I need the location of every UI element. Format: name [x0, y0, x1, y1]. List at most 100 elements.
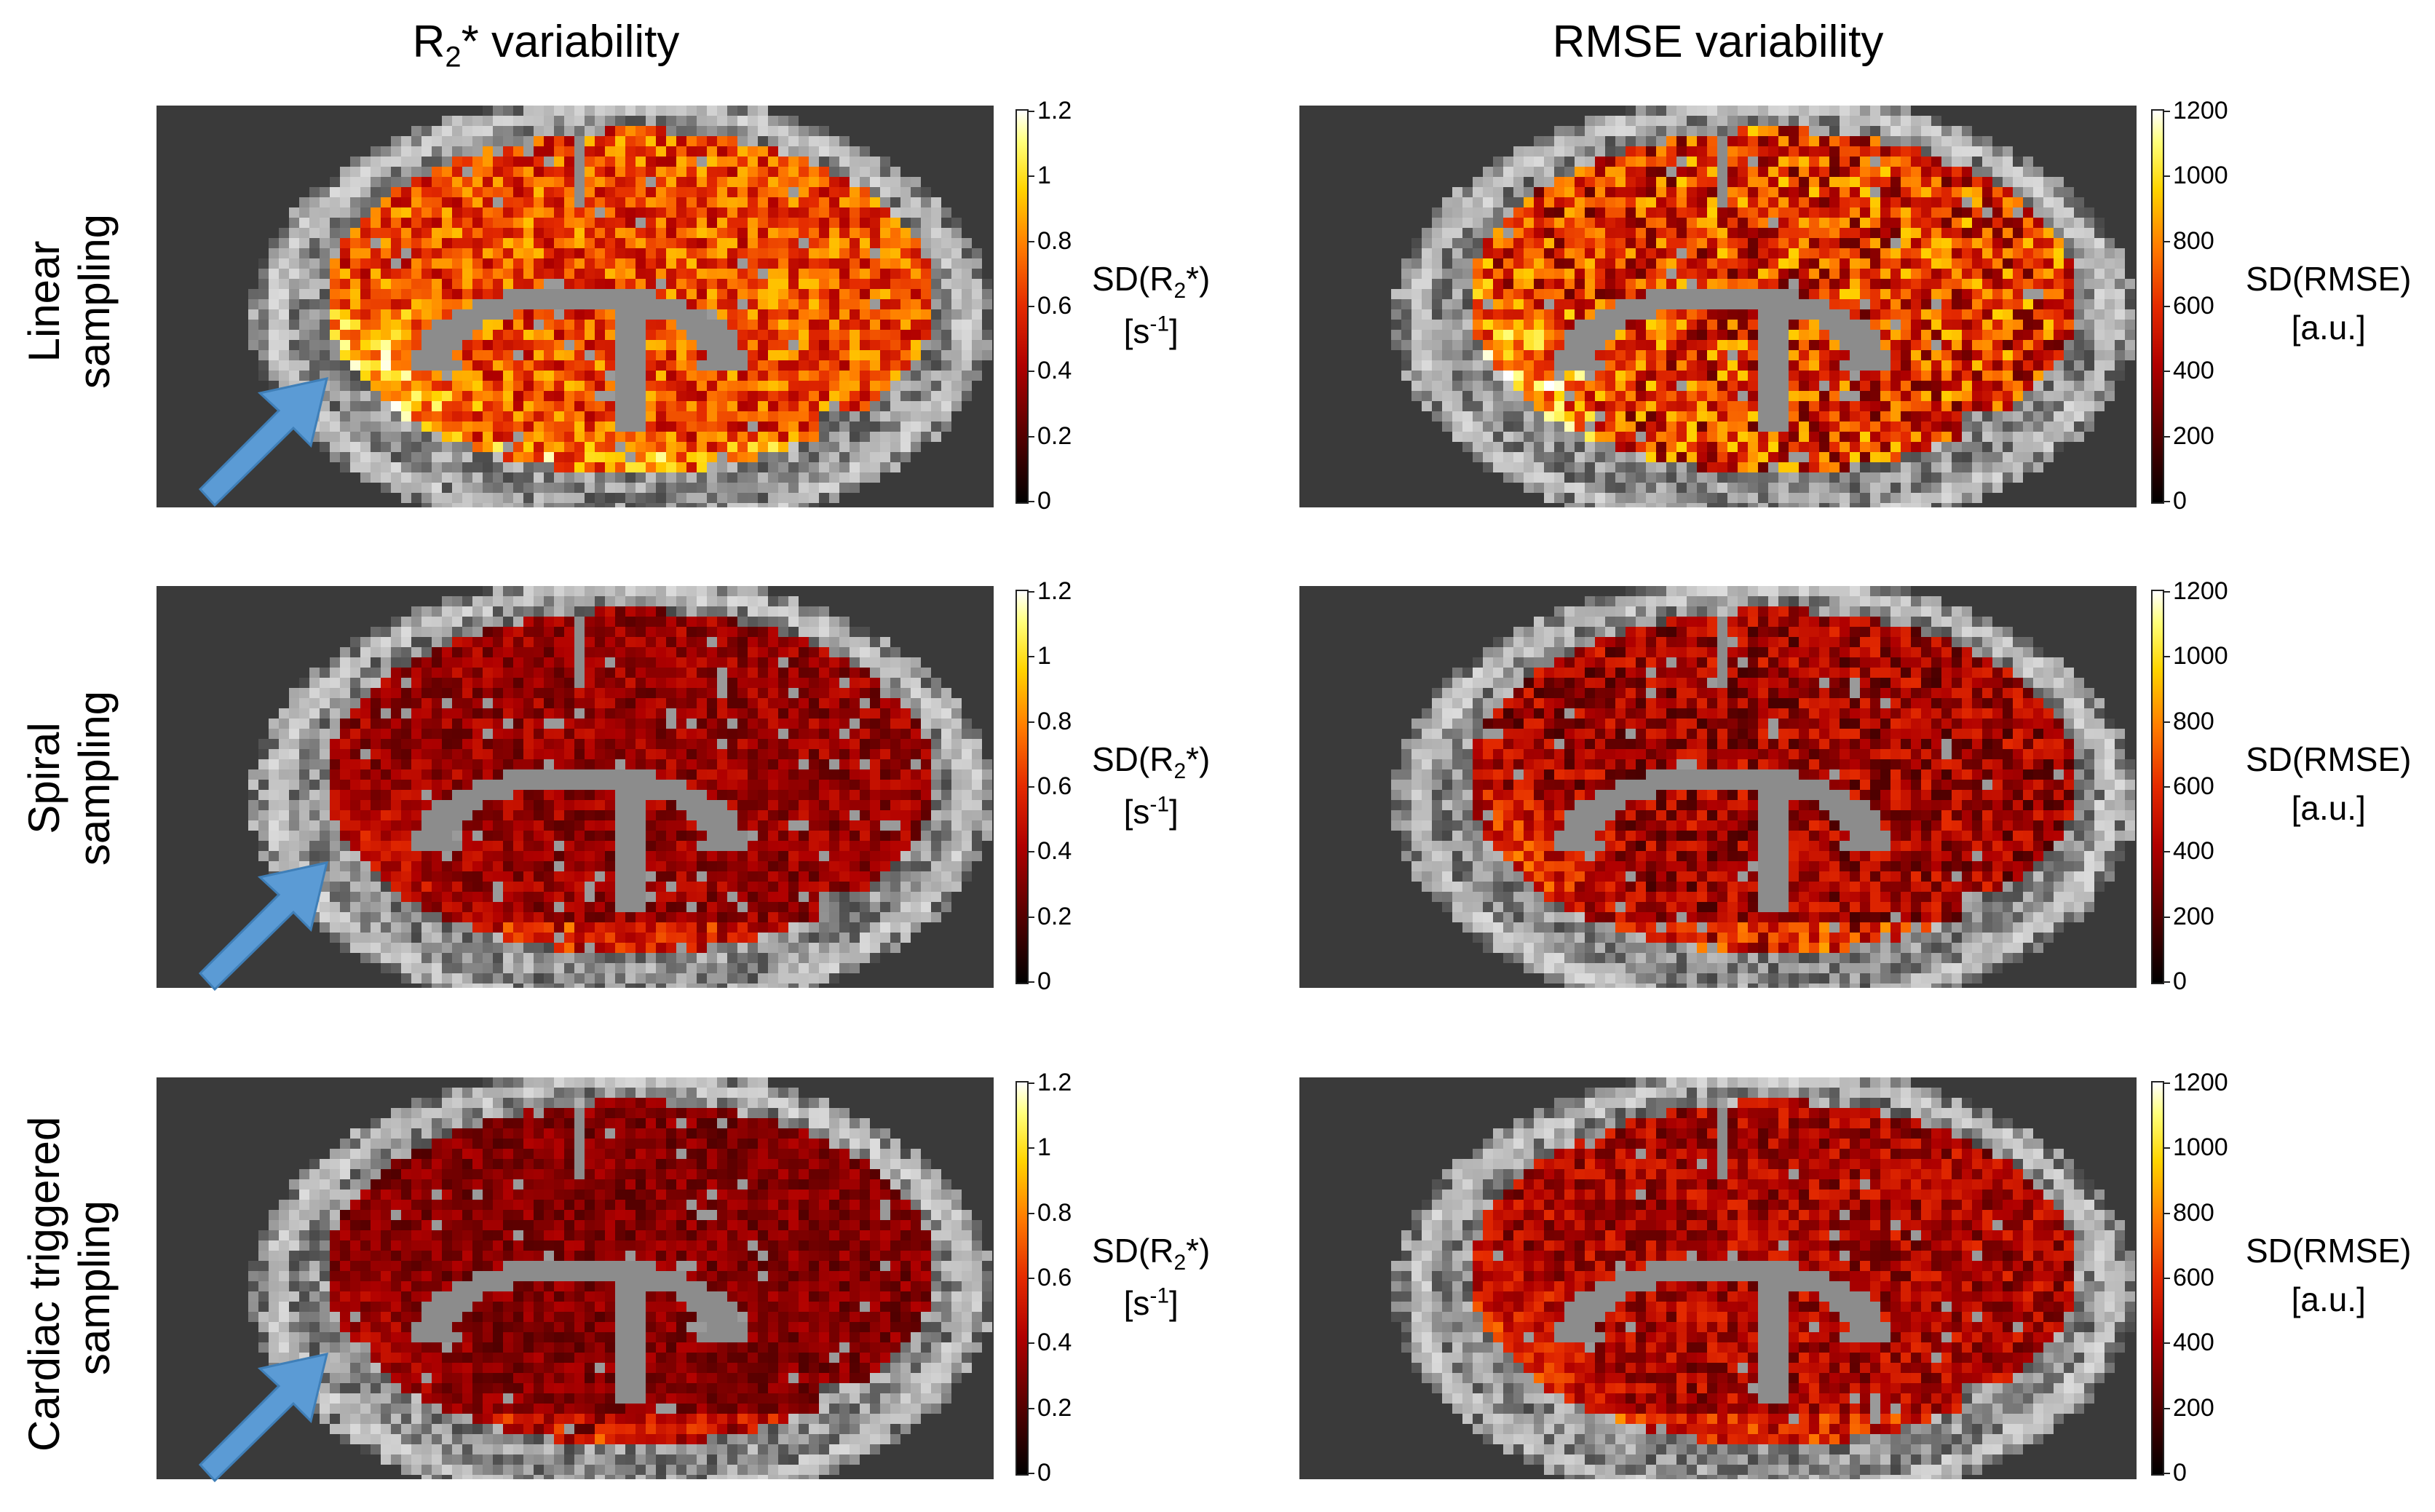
colorbar-tickmark [1029, 981, 1034, 983]
colorbar-tick-label: 0.4 [1037, 357, 1072, 385]
colorbar-tick-label: 800 [2173, 1198, 2214, 1227]
colorbar-tick-label: 200 [2173, 421, 2214, 450]
colorbar-tickmark [1029, 1407, 1034, 1409]
panel-linear-rmse [1299, 106, 2137, 507]
colorbar-tick-label: 0.6 [1037, 1264, 1072, 1291]
rmse-column-title: RMSE variability [1552, 17, 1884, 67]
colorbar-tick-label: 0 [2173, 1459, 2187, 1487]
colorbar-tickmark [2164, 1212, 2170, 1214]
colorbar-tickmark [2164, 306, 2170, 307]
colorbar-tickmark [2164, 175, 2170, 178]
colorbar-tickmark [1029, 501, 1034, 502]
colorbar-tick-label: 0.4 [1037, 837, 1072, 866]
colorbar-tick-label: 0 [1037, 487, 1051, 515]
row-label-linear: Linear sampling [20, 213, 119, 389]
colorbar-tickmark [1029, 1278, 1034, 1279]
colorbar-tick-label: 0.8 [1037, 707, 1072, 735]
colorbar-tickmark [2164, 1407, 2170, 1409]
colorbar-tick-label: 0.8 [1037, 1198, 1072, 1227]
colorbar-tick-label: 1000 [2173, 162, 2228, 190]
colorbar-tickmark [1029, 1342, 1034, 1345]
arrow-icon [198, 861, 329, 991]
r2-colorbar [1015, 109, 1029, 504]
colorbar-tickmark [2164, 240, 2170, 242]
colorbar-tickmark [2164, 1147, 2170, 1149]
colorbar-tick-label: 1.2 [1037, 97, 1072, 124]
arrow-icon [198, 377, 329, 507]
rmse-colorbar [2151, 109, 2164, 504]
colorbar-tickmark [1029, 1212, 1034, 1214]
colorbar-tickmark [1029, 435, 1034, 438]
colorbar-tick-label: 0 [2173, 487, 2187, 515]
rmse-colorbar-label: SD(RMSE) [a.u.] [2246, 1232, 2412, 1318]
rmse-colorbar-label: SD(RMSE) [a.u.] [2246, 260, 2412, 347]
colorbar-tickmark [2164, 435, 2170, 438]
colorbar-tickmark [2164, 501, 2170, 502]
colorbar-tick-label: 1200 [2173, 97, 2228, 124]
colorbar-tickmark [2164, 1278, 2170, 1279]
colorbar-tick-label: 400 [2173, 837, 2214, 866]
colorbar-tick-label: 0 [2173, 967, 2187, 995]
colorbar-tickmark [2164, 111, 2170, 112]
colorbar-tick-label: 800 [2173, 226, 2214, 255]
r2-column-title: R2* variability [412, 17, 680, 74]
r2-colorbar-label: SD(R2*) [s-1] [1092, 260, 1211, 350]
colorbar-tickmark [2164, 851, 2170, 853]
row-label-cardiac: Cardiac triggered sampling [20, 1116, 119, 1452]
r2-colorbar [1015, 590, 1029, 984]
colorbar-tickmark [2164, 981, 2170, 983]
colorbar-tick-label: 600 [2173, 292, 2214, 320]
colorbar-tickmark [1029, 591, 1034, 593]
colorbar-tick-label: 0.2 [1037, 902, 1072, 930]
panel-cardiac-rmse [1299, 1077, 2137, 1479]
colorbar-tick-label: 1.2 [1037, 577, 1072, 605]
colorbar-tickmark [2164, 786, 2170, 788]
colorbar-tickmark [2164, 591, 2170, 593]
colorbar-tick-label: 0.8 [1037, 226, 1072, 255]
colorbar-tick-label: 200 [2173, 902, 2214, 930]
colorbar-tick-label: 0.4 [1037, 1329, 1072, 1357]
colorbar-tick-label: 800 [2173, 707, 2214, 735]
panel-cardiac-r2 [157, 1077, 994, 1479]
colorbar-tick-label: 0.2 [1037, 1393, 1072, 1422]
panel-linear-r2 [157, 106, 994, 507]
colorbar-tick-label: 1.2 [1037, 1069, 1072, 1096]
colorbar-tickmark [2164, 656, 2170, 658]
colorbar-tickmark [1029, 111, 1034, 112]
panel-spiral-r2 [157, 586, 994, 988]
colorbar-tick-label: 1000 [2173, 1133, 2228, 1162]
colorbar-tickmark [2164, 1082, 2170, 1084]
panel-spiral-rmse [1299, 586, 2137, 988]
heatmap-image [1299, 586, 2137, 988]
colorbar-tick-label: 200 [2173, 1393, 2214, 1422]
colorbar-tick-label: 400 [2173, 1329, 2214, 1357]
colorbar-tickmark [1029, 175, 1034, 178]
colorbar-tick-label: 400 [2173, 357, 2214, 385]
heatmap-image [157, 1077, 994, 1479]
colorbar-tickmark [2164, 1473, 2170, 1474]
colorbar-tickmark [2164, 371, 2170, 373]
r2-colorbar [1015, 1081, 1029, 1476]
colorbar-tickmark [1029, 1147, 1034, 1149]
colorbar-tick-label: 1 [1037, 162, 1051, 190]
colorbar-tickmark [1029, 916, 1034, 918]
colorbar-tick-label: 600 [2173, 1264, 2214, 1291]
colorbar-tickmark [1029, 1473, 1034, 1474]
colorbar-tick-label: 1000 [2173, 642, 2228, 670]
arrow-icon [198, 1353, 329, 1483]
colorbar-tickmark [1029, 1082, 1034, 1084]
colorbar-tickmark [1029, 851, 1034, 853]
heatmap-image [157, 586, 994, 988]
colorbar-tick-label: 0.6 [1037, 292, 1072, 320]
r2-colorbar-label: SD(R2*) [s-1] [1092, 740, 1211, 831]
colorbar-tick-label: 0 [1037, 967, 1051, 995]
colorbar-tickmark [2164, 1342, 2170, 1345]
rmse-colorbar [2151, 1081, 2164, 1476]
colorbar-tick-label: 0.2 [1037, 421, 1072, 450]
rmse-colorbar-label: SD(RMSE) [a.u.] [2246, 740, 2412, 827]
row-label-spiral: Spiral sampling [20, 690, 119, 866]
colorbar-tick-label: 1 [1037, 642, 1051, 670]
heatmap-image [1299, 106, 2137, 507]
colorbar-tickmark [2164, 721, 2170, 723]
r2-colorbar-label: SD(R2*) [s-1] [1092, 1232, 1211, 1322]
